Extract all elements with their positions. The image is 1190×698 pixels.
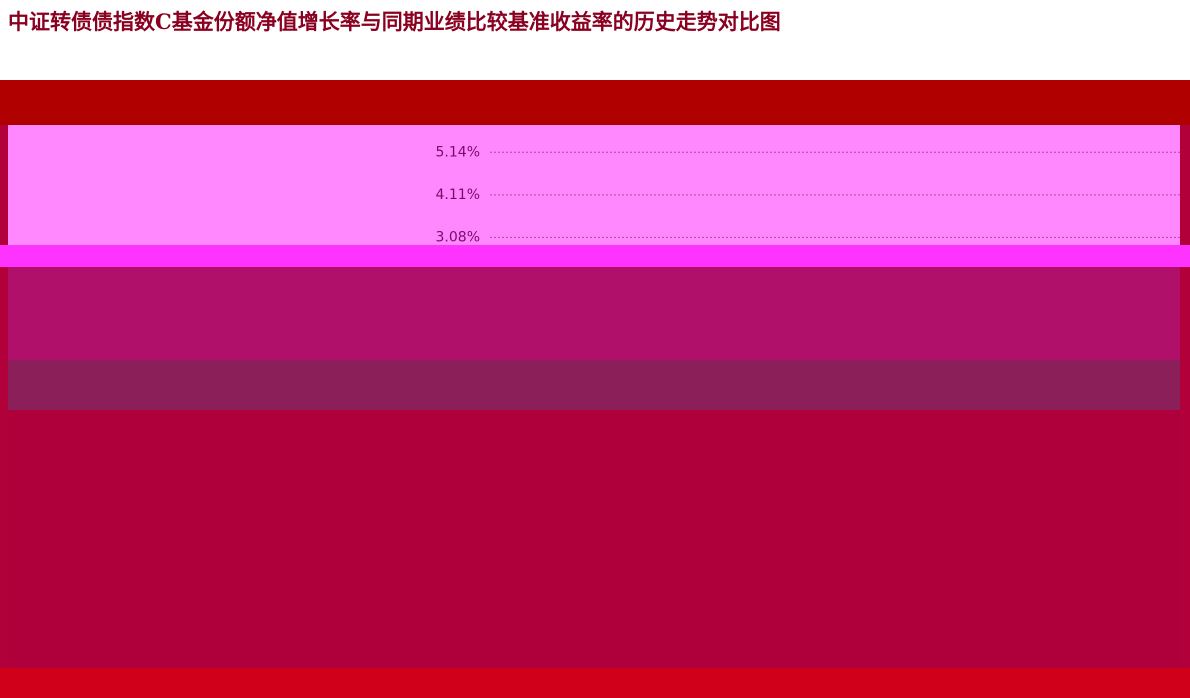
header-band — [0, 80, 1190, 125]
glitch-band — [0, 245, 1190, 267]
y-tick-label: 3.08% — [436, 229, 480, 245]
chart-title: 中证转债债指数C基金份额净值增长率与同期业绩比较基准收益率的历史走势对比图 — [8, 9, 781, 34]
glitch-band — [8, 360, 1180, 410]
glitch-band — [0, 668, 1190, 698]
y-tick-label: 5.14% — [436, 144, 480, 160]
title-box: 中证转债债指数C基金份额净值增长率与同期业绩比较基准收益率的历史走势对比图 — [8, 9, 781, 34]
plot-area — [8, 125, 1180, 249]
glitch-band — [8, 410, 1180, 668]
y-tick-label: 4.11% — [436, 187, 480, 203]
title-band — [0, 0, 1190, 80]
